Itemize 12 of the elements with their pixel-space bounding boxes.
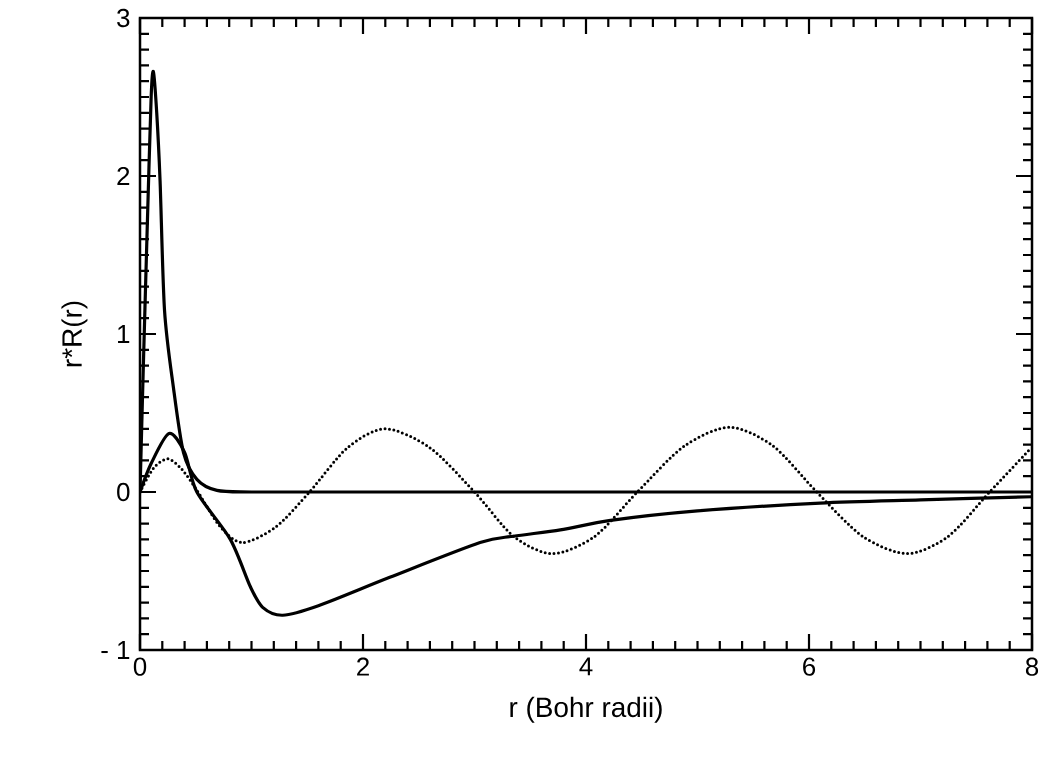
x-tick-label: 2 <box>357 657 369 676</box>
x-axis-title: r (Bohr radii) <box>510 696 662 723</box>
y-tick-label: - 1 <box>101 641 130 659</box>
x-tick-label: 0 <box>133 657 147 676</box>
x-tick-label: 6 <box>803 657 816 676</box>
x-tick-label: 4 <box>579 657 593 676</box>
y-tick-label: 0 <box>117 482 130 502</box>
y-tick-label: 3 <box>117 8 130 28</box>
y-tick-label: 1 <box>118 325 130 343</box>
y-axis-title: r*R(r) <box>61 301 88 367</box>
x-tick-label: 8 <box>1025 657 1039 676</box>
y-tick-label: 2 <box>117 166 130 186</box>
